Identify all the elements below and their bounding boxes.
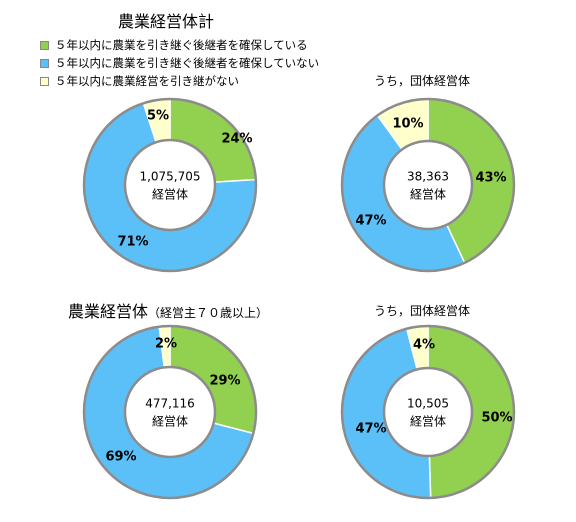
center-unit: 経営体 (410, 415, 446, 429)
data-label-no-transfer: 2% (155, 337, 177, 352)
chart-title-over70: 農業経営体（経営主７０歳以上） (68, 298, 268, 322)
legend-swatch-no-transfer (40, 76, 49, 86)
center-unit: 経営体 (410, 188, 446, 202)
legend-item-secured: ５年以内に農業を引き継ぐ後継者を確保している (40, 38, 308, 52)
chart-title-over70-sub: （経営主７０歳以上） (148, 306, 269, 320)
legend-item-not-secured: ５年以内に農業を引き継ぐ後継者を確保していない (40, 56, 319, 70)
legend-label-not-secured: ５年以内に農業を引き継ぐ後継者を確保していない (55, 56, 320, 70)
donut-hole (123, 138, 217, 232)
data-label-secured: 43% (475, 171, 506, 186)
donut-outer-ring (82, 324, 258, 500)
data-label-secured: 29% (209, 374, 240, 389)
legend-label-no-transfer: ５年以内に農業経営を引き継がない (55, 74, 239, 88)
donut-outer-ring (82, 97, 258, 273)
center-value: 38,363 (407, 170, 449, 184)
data-label-not-secured: 69% (105, 450, 136, 465)
chart-title-group-top: うち，団体経営体 (374, 74, 471, 88)
center-value: 477,116 (145, 397, 195, 411)
donut-chart-over70: 29% 69% 2% 477,116 経営体 (82, 324, 258, 500)
donut-chart-group-top: 43% 47% 10% 38,363 経営体 (340, 97, 516, 273)
center-unit: 経営体 (152, 415, 188, 429)
donut-hole (382, 366, 474, 458)
data-label-no-transfer: 10% (392, 117, 423, 132)
chart-title-group-bottom: うち，団体経営体 (374, 304, 471, 318)
data-label-not-secured: 71% (117, 235, 148, 250)
center-value: 10,505 (407, 397, 449, 411)
center-value: 1,075,705 (139, 170, 200, 184)
donut-outer-ring (340, 97, 516, 273)
center-unit: 経営体 (152, 188, 188, 202)
legend-swatch-secured (40, 40, 49, 50)
data-label-secured: 24% (221, 132, 252, 147)
donut-hole (123, 365, 217, 459)
legend-swatch-not-secured (40, 58, 49, 68)
data-label-not-secured: 47% (355, 214, 386, 229)
data-label-no-transfer: 4% (413, 338, 435, 353)
donut-chart-total: 24% 71% 5% 1,075,705 経営体 (82, 97, 258, 273)
data-label-no-transfer: 5% (147, 109, 169, 124)
donut-outer-ring (340, 324, 516, 500)
donut-hole (382, 139, 474, 231)
legend-item-no-transfer: ５年以内に農業経営を引き継がない (40, 74, 239, 88)
donut-chart-group-bottom: 50% 47% 4% 10,505 経営体 (340, 324, 516, 500)
legend-label-secured: ５年以内に農業を引き継ぐ後継者を確保している (55, 38, 308, 52)
data-label-secured: 50% (481, 411, 512, 426)
chart-title-total: 農業経営体計 (118, 12, 215, 31)
data-label-not-secured: 47% (355, 422, 386, 437)
chart-title-over70-main: 農業経営体 (68, 302, 149, 321)
